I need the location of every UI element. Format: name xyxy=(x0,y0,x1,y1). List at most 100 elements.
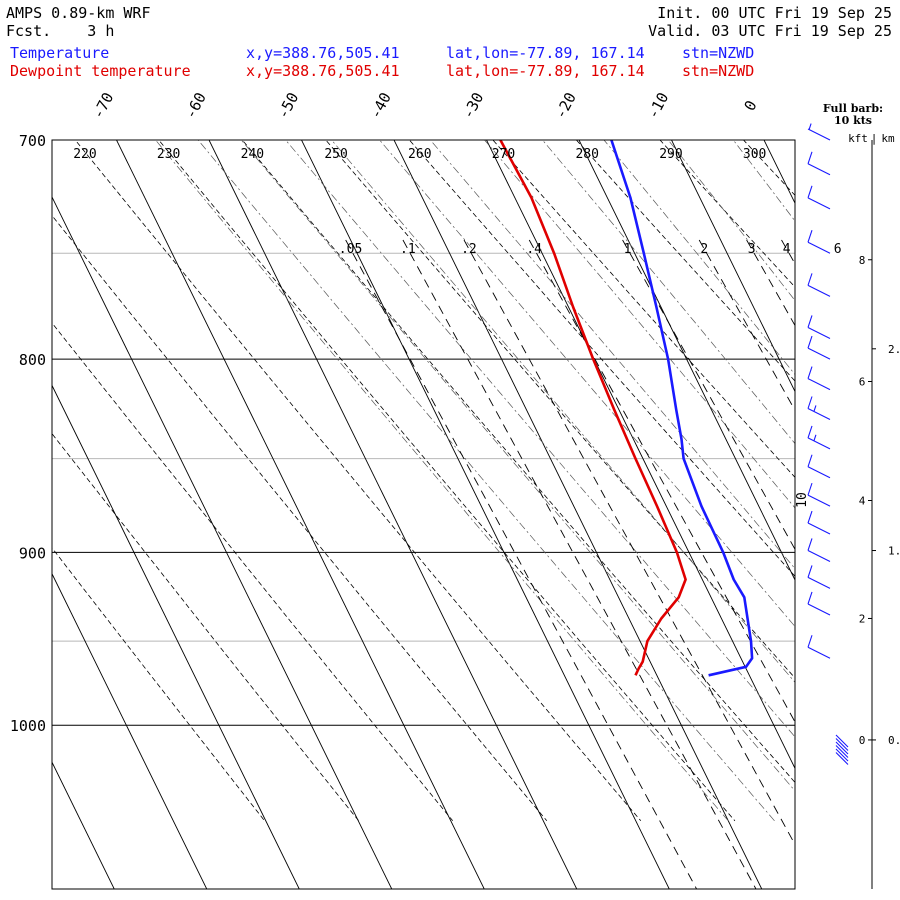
isotherm-line xyxy=(670,140,795,393)
moist-adiabat xyxy=(484,140,795,509)
forecast-prefix: Fcst. xyxy=(6,22,52,40)
theta-label: 240 xyxy=(241,147,264,162)
mixing-ratio-line xyxy=(528,239,795,723)
wind-barb xyxy=(807,185,831,210)
height-axis: kft km| 8 6 4 2 0 2. 1. 0. xyxy=(848,132,900,889)
wind-barb xyxy=(835,752,849,765)
theta-label: 220 xyxy=(73,147,96,162)
isotherm-line xyxy=(208,140,578,889)
wind-barb xyxy=(807,510,831,535)
model-title: AMPS 0.89-km WRF xyxy=(6,4,151,22)
unit-separator: | xyxy=(871,132,878,145)
theta-label: 250 xyxy=(324,147,347,162)
temperature-label: 0 xyxy=(741,97,761,113)
moist-adiabat xyxy=(826,92,900,820)
isotherm-line xyxy=(52,384,300,889)
theta-label: 230 xyxy=(157,147,180,162)
wind-barb xyxy=(807,565,831,589)
moist-adiabat xyxy=(240,140,795,792)
kft-tick-label: 0 xyxy=(859,734,866,747)
dry-adiabat xyxy=(575,140,795,382)
moist-adiabat xyxy=(285,140,795,738)
mixing-ratio-label: .1 xyxy=(400,242,416,257)
dry-adiabat xyxy=(325,140,795,679)
valid-time: Valid. 03 UTC Fri 19 Sep 25 xyxy=(648,22,892,40)
dewpoint-legend-xy: x,y=388.76,505.41 xyxy=(246,62,400,80)
mixing-ratio-label: .4 xyxy=(526,242,542,257)
pressure-label: 700 xyxy=(19,132,46,150)
pressure-label: 1000 xyxy=(10,717,46,735)
mixing-ratio-line xyxy=(746,239,795,327)
temperature-label: -50 xyxy=(274,89,303,121)
mixing-ratio-label: .05 xyxy=(339,242,362,257)
wind-barb xyxy=(807,230,831,254)
dewpoint-line xyxy=(499,140,687,676)
dry-adiabat xyxy=(158,140,736,822)
temperature-label: -40 xyxy=(366,89,395,121)
dewpoint-legend-latlon: lat,lon=-77.89, 167.14 xyxy=(446,62,645,80)
dry-adiabat xyxy=(865,92,900,820)
forecast-label: Fcst. 3 h xyxy=(6,22,114,40)
dewpoint-legend-stn: stn=NZWD xyxy=(682,62,755,80)
mixing-ratio-label: 1 xyxy=(624,242,632,257)
dry-adiabat xyxy=(492,140,795,478)
plot-frame xyxy=(51,139,796,890)
moist-adiabat xyxy=(197,140,775,822)
isotherm-line xyxy=(393,140,763,889)
dry-adiabat xyxy=(52,547,265,822)
dry-adiabat xyxy=(408,140,795,577)
dry-adiabat xyxy=(52,214,548,822)
mixing-ratio-line xyxy=(698,239,795,412)
forecast-hour: 3 h xyxy=(87,22,115,40)
isotherm-line xyxy=(115,140,485,889)
wind-barb xyxy=(807,591,831,616)
mixing-ratio-line xyxy=(463,239,795,846)
isotherm-line xyxy=(52,196,393,889)
grid-lines xyxy=(52,92,900,889)
wind-barb xyxy=(807,123,831,141)
temperature-label: -70 xyxy=(89,89,118,121)
wind-barb xyxy=(807,482,831,507)
isotherm-line xyxy=(485,140,795,770)
km-unit-label: km xyxy=(881,132,895,145)
mixing-ratio-label: 3 xyxy=(748,242,756,257)
barb-legend-line1: Full barb: xyxy=(822,102,884,115)
km-tick-label: 0. xyxy=(888,734,900,747)
isotherm-line xyxy=(578,140,795,581)
theta-label: 280 xyxy=(575,147,598,162)
wind-barb xyxy=(807,273,831,297)
temperature-label: -10 xyxy=(644,89,673,121)
wind-barb xyxy=(835,745,849,758)
mixing-ratio-label: 2 xyxy=(700,242,708,257)
isotherm-line xyxy=(763,140,795,205)
mixing-ratio-line xyxy=(622,239,795,551)
wind-barb xyxy=(807,335,831,360)
moist-adiabat xyxy=(429,140,795,570)
kft-tick-label: 2 xyxy=(859,612,866,625)
moist-adiabat xyxy=(732,140,795,222)
wind-barb xyxy=(807,151,831,176)
moist-adiabat xyxy=(763,92,900,820)
wind-barb xyxy=(835,734,849,748)
moist-adiabat xyxy=(667,140,795,302)
kft-tick-label: 8 xyxy=(859,254,866,267)
wind-barb xyxy=(807,425,831,450)
km-tick-label: 2. xyxy=(888,343,900,356)
moist-adiabat xyxy=(542,140,795,445)
mixing-ratio-label: .2 xyxy=(461,242,477,257)
moist-adiabat xyxy=(331,140,795,683)
temperature-legend-latlon: lat,lon=-77.89, 167.14 xyxy=(446,44,645,62)
moist-adiabat xyxy=(886,92,900,820)
mixing-ratio-line xyxy=(345,239,697,889)
wind-barb xyxy=(835,748,849,762)
dry-adiabat xyxy=(742,140,795,196)
dewpoint-legend-name: Dewpoint temperature xyxy=(10,62,191,80)
wind-barb xyxy=(807,396,831,420)
mixing-ratio-line xyxy=(402,239,757,889)
temperature-line xyxy=(610,140,754,677)
dry-adiabat xyxy=(52,433,360,822)
isotherm-line xyxy=(52,761,115,889)
wind-barb xyxy=(807,635,831,659)
temperature-legend-name: Temperature xyxy=(10,44,110,62)
mixing-ratio-label: 6 xyxy=(834,242,842,257)
